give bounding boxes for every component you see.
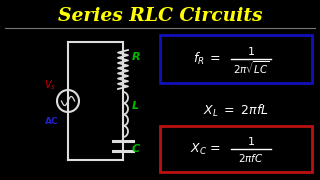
- Text: $X_C$: $X_C$: [190, 141, 208, 157]
- Text: $X_L \ = \ 2\pi f L$: $X_L \ = \ 2\pi f L$: [203, 103, 269, 119]
- Text: 1: 1: [247, 137, 254, 147]
- Text: L: L: [132, 101, 139, 111]
- Text: $2\pi\sqrt{LC}$: $2\pi\sqrt{LC}$: [233, 60, 269, 76]
- Text: R: R: [132, 52, 140, 62]
- Text: $V_s$: $V_s$: [44, 78, 56, 92]
- Text: Series RLC Circuits: Series RLC Circuits: [58, 7, 262, 25]
- Text: C: C: [132, 144, 140, 154]
- Text: $2\pi f C$: $2\pi f C$: [238, 152, 264, 164]
- Text: =: =: [210, 53, 220, 66]
- Text: AC: AC: [45, 116, 59, 125]
- Text: =: =: [210, 143, 220, 156]
- Text: 1: 1: [247, 47, 254, 57]
- Text: $f_R$: $f_R$: [193, 51, 205, 67]
